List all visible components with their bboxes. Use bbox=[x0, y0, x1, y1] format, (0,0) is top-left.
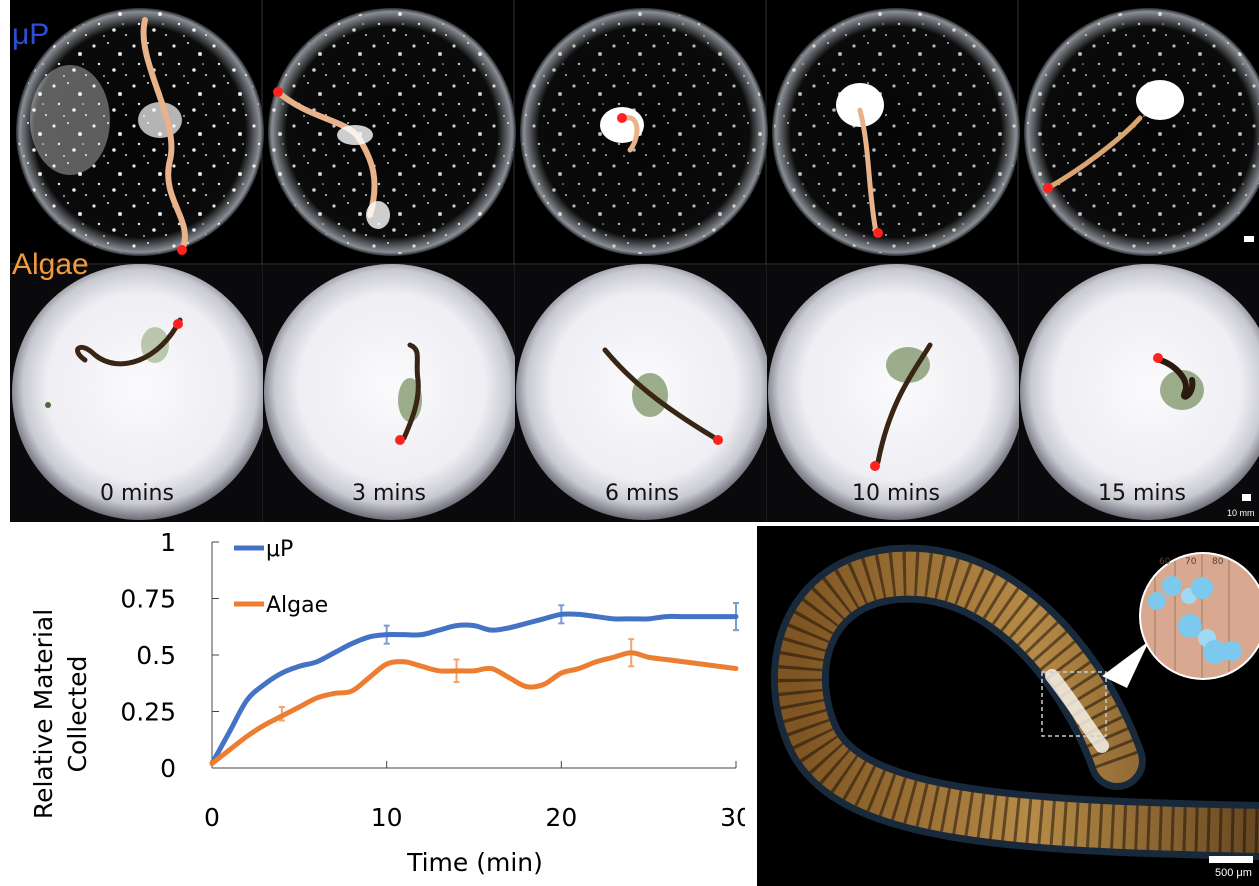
microplastic-dish-10min bbox=[772, 8, 1020, 256]
x-axis-label: Time (min) bbox=[406, 848, 543, 877]
zoom-callout-pointer bbox=[1102, 641, 1149, 688]
y-tick-label: 0.25 bbox=[120, 698, 176, 727]
microplastic-dish-6min bbox=[520, 8, 768, 256]
algae-dish-0min bbox=[10, 264, 268, 522]
worm-head-marker bbox=[177, 245, 187, 255]
error-bar bbox=[453, 658, 460, 684]
worm-head-marker bbox=[873, 228, 883, 238]
time-label-0: 0 mins bbox=[100, 481, 174, 506]
time-label-3: 3 mins bbox=[352, 481, 426, 506]
inset-magnified-view: 60 70 80 bbox=[1139, 552, 1259, 680]
legend-label: Algae bbox=[266, 593, 328, 618]
time-label-6: 6 mins bbox=[605, 481, 679, 506]
legend-label: μP bbox=[266, 537, 293, 562]
error-bar bbox=[733, 602, 739, 632]
y-axis-label-line1: Relative Material bbox=[29, 609, 58, 819]
algae-dish-3min bbox=[263, 264, 520, 522]
worm-head-marker bbox=[1043, 183, 1053, 193]
algae-dish-6min bbox=[515, 264, 772, 522]
inset-ruler-70: 70 bbox=[1185, 557, 1197, 567]
error-bar bbox=[383, 624, 390, 645]
time-label-15: 15 mins bbox=[1098, 481, 1186, 506]
worm-head-marker bbox=[713, 435, 723, 445]
error-bar bbox=[278, 705, 285, 722]
error-bar bbox=[628, 638, 635, 668]
zoom-region-box bbox=[1041, 671, 1107, 737]
worm-head-marker bbox=[617, 113, 627, 123]
inset-ruler-80: 80 bbox=[1212, 557, 1224, 567]
algae-dish-10min bbox=[767, 264, 1024, 522]
micrograph-scale-label: 500 μm bbox=[1215, 867, 1252, 879]
microplastic-dish-15min bbox=[1024, 8, 1259, 256]
worm-head-marker bbox=[173, 319, 183, 329]
algae-dish-15min bbox=[1019, 264, 1259, 522]
worm-head-marker bbox=[273, 87, 283, 97]
series-line-microplastic bbox=[209, 611, 739, 766]
scale-bar-bottom bbox=[1242, 494, 1251, 501]
error-bar bbox=[558, 604, 565, 625]
y-axis-label-line2: Collected bbox=[63, 656, 92, 773]
row-label-algae: Algae bbox=[12, 248, 89, 281]
material-collected-chart: Relative Material Collected Time (min) 0… bbox=[29, 528, 745, 877]
x-tick-label: 20 bbox=[545, 803, 577, 832]
microplastic-dish-3min bbox=[268, 8, 516, 256]
worm-head-marker bbox=[1153, 353, 1163, 363]
scale-bar-top bbox=[1244, 236, 1254, 242]
x-tick-label: 0 bbox=[204, 803, 220, 832]
micrograph-scale-bar bbox=[1209, 856, 1253, 863]
time-lapse-figure-panel bbox=[10, 0, 1259, 522]
scale-label-10mm: 10 mm bbox=[1227, 508, 1255, 518]
y-tick-label: 0 bbox=[160, 754, 176, 783]
y-tick-label: 0.5 bbox=[136, 641, 176, 670]
worm-head-marker bbox=[870, 461, 880, 471]
time-lapse-image-grid bbox=[10, 0, 1259, 522]
x-tick-label: 30 bbox=[720, 803, 745, 832]
y-tick-label: 1 bbox=[160, 528, 176, 557]
worm-head-marker bbox=[395, 435, 405, 445]
worm-micrograph-panel: 60 70 80 500 μm bbox=[757, 526, 1259, 886]
worm-micrograph-image: 60 70 80 bbox=[770, 544, 1259, 863]
inset-ruler-60: 60 bbox=[1159, 557, 1171, 567]
series-line-algae bbox=[209, 650, 739, 766]
microplastic-dish-0min bbox=[16, 8, 264, 256]
time-label-10: 10 mins bbox=[852, 481, 940, 506]
y-tick-label: 0.75 bbox=[120, 585, 176, 614]
row-label-microplastic: μP bbox=[12, 18, 50, 51]
x-tick-label: 10 bbox=[371, 803, 403, 832]
